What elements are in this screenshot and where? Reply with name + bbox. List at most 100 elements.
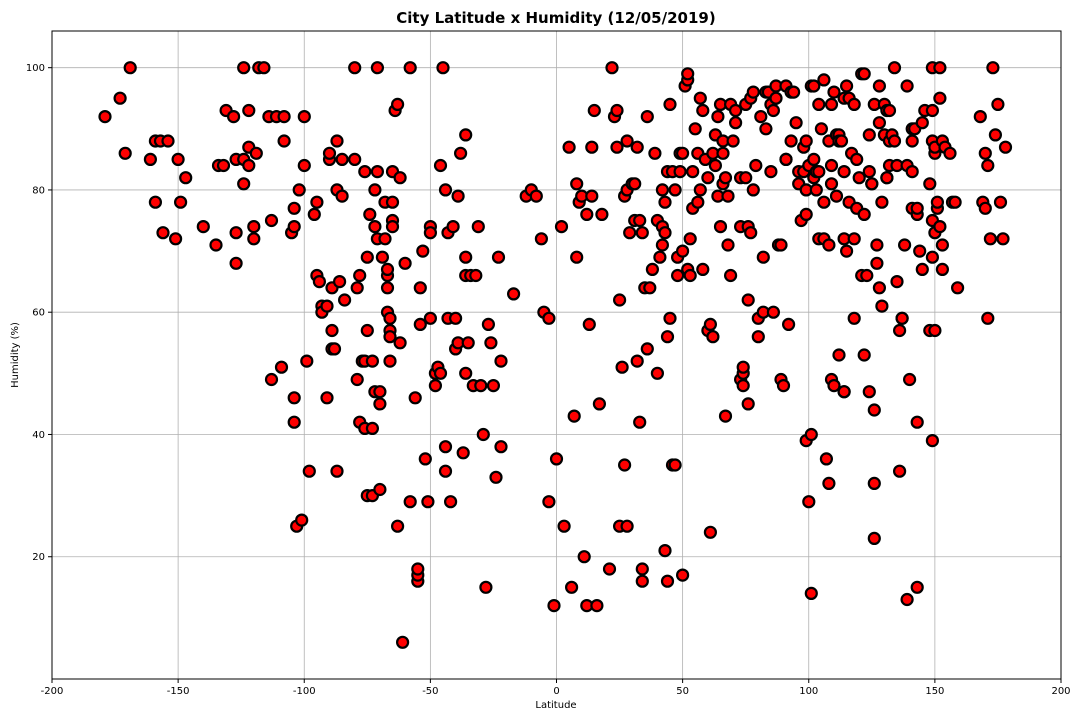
data-point	[391, 519, 405, 533]
data-point	[635, 574, 649, 588]
x-tick-label: -100	[293, 686, 316, 697]
data-point	[373, 482, 387, 497]
data-point	[723, 268, 738, 283]
data-point	[320, 391, 334, 405]
data-point	[804, 586, 818, 601]
data-point	[675, 146, 690, 160]
data-point	[781, 317, 796, 331]
data-point	[612, 293, 627, 307]
data-point	[403, 495, 417, 509]
data-point	[373, 385, 387, 399]
data-point	[867, 531, 881, 546]
data-point	[910, 201, 924, 215]
data-point	[413, 317, 427, 331]
data-point	[756, 250, 770, 264]
data-point	[456, 446, 470, 460]
data-point	[302, 464, 316, 478]
data-point	[295, 513, 309, 527]
data-point	[567, 409, 581, 423]
data-point	[640, 342, 654, 356]
data-point	[348, 152, 362, 166]
data-point	[287, 220, 301, 234]
data-point	[837, 385, 851, 399]
data-point	[643, 281, 657, 295]
data-point	[673, 165, 687, 179]
data-point	[570, 250, 584, 264]
data-point	[862, 128, 876, 142]
data-point	[348, 61, 362, 75]
data-point	[602, 562, 617, 576]
data-point	[580, 207, 594, 221]
data-point	[330, 134, 344, 148]
x-tick-label: 100	[799, 686, 818, 697]
data-point	[933, 91, 947, 105]
data-point	[595, 207, 609, 221]
data-point	[582, 317, 596, 331]
data-point	[814, 122, 829, 136]
data-point	[683, 268, 697, 283]
data-point	[875, 299, 889, 313]
data-point	[459, 250, 473, 264]
data-point	[476, 427, 490, 442]
data-point	[459, 366, 473, 380]
data-point	[370, 61, 384, 75]
data-point	[161, 134, 175, 148]
data-point	[721, 189, 735, 203]
data-point	[330, 464, 344, 478]
data-point	[862, 385, 876, 399]
data-point	[736, 379, 750, 393]
data-point	[297, 109, 311, 124]
data-point	[585, 189, 599, 203]
data-point	[373, 397, 387, 411]
data-point	[688, 122, 702, 136]
data-point	[925, 250, 940, 264]
data-point	[360, 323, 374, 338]
data-point	[363, 207, 377, 221]
data-point	[739, 171, 753, 185]
data-point	[799, 207, 813, 221]
data-point	[890, 275, 904, 289]
data-point	[307, 207, 321, 221]
data-point	[686, 165, 700, 179]
data-point	[148, 195, 162, 209]
data-point	[827, 85, 841, 99]
data-point	[169, 232, 183, 246]
data-point	[900, 592, 914, 607]
x-tick-label: -200	[41, 686, 64, 697]
data-point	[542, 311, 556, 325]
data-point	[564, 580, 579, 594]
data-point	[746, 85, 760, 99]
data-point	[663, 97, 677, 112]
data-point	[847, 232, 861, 246]
data-point	[635, 226, 649, 240]
data-point	[981, 311, 995, 325]
data-point	[817, 195, 831, 209]
data-point	[623, 226, 637, 240]
data-point	[350, 281, 364, 295]
data-point	[870, 256, 884, 270]
data-point	[383, 311, 397, 325]
data-point	[839, 244, 854, 258]
data-point	[630, 354, 644, 368]
data-point	[628, 177, 642, 191]
data-point	[378, 232, 392, 246]
data-point	[179, 171, 193, 185]
data-point	[489, 470, 503, 484]
data-point	[675, 244, 690, 258]
data-point	[534, 232, 549, 246]
data-point	[358, 165, 372, 179]
data-point	[718, 171, 733, 185]
data-point	[809, 183, 823, 197]
data-point	[398, 256, 412, 270]
x-tick-label: 200	[1051, 686, 1070, 697]
data-point	[423, 226, 437, 240]
data-point	[860, 268, 874, 283]
data-point	[416, 244, 430, 258]
data-point	[693, 91, 707, 105]
data-point	[915, 262, 929, 276]
data-point	[196, 220, 210, 234]
data-point	[872, 79, 887, 93]
data-point	[292, 183, 306, 197]
data-point	[668, 458, 682, 472]
data-point	[829, 189, 844, 203]
